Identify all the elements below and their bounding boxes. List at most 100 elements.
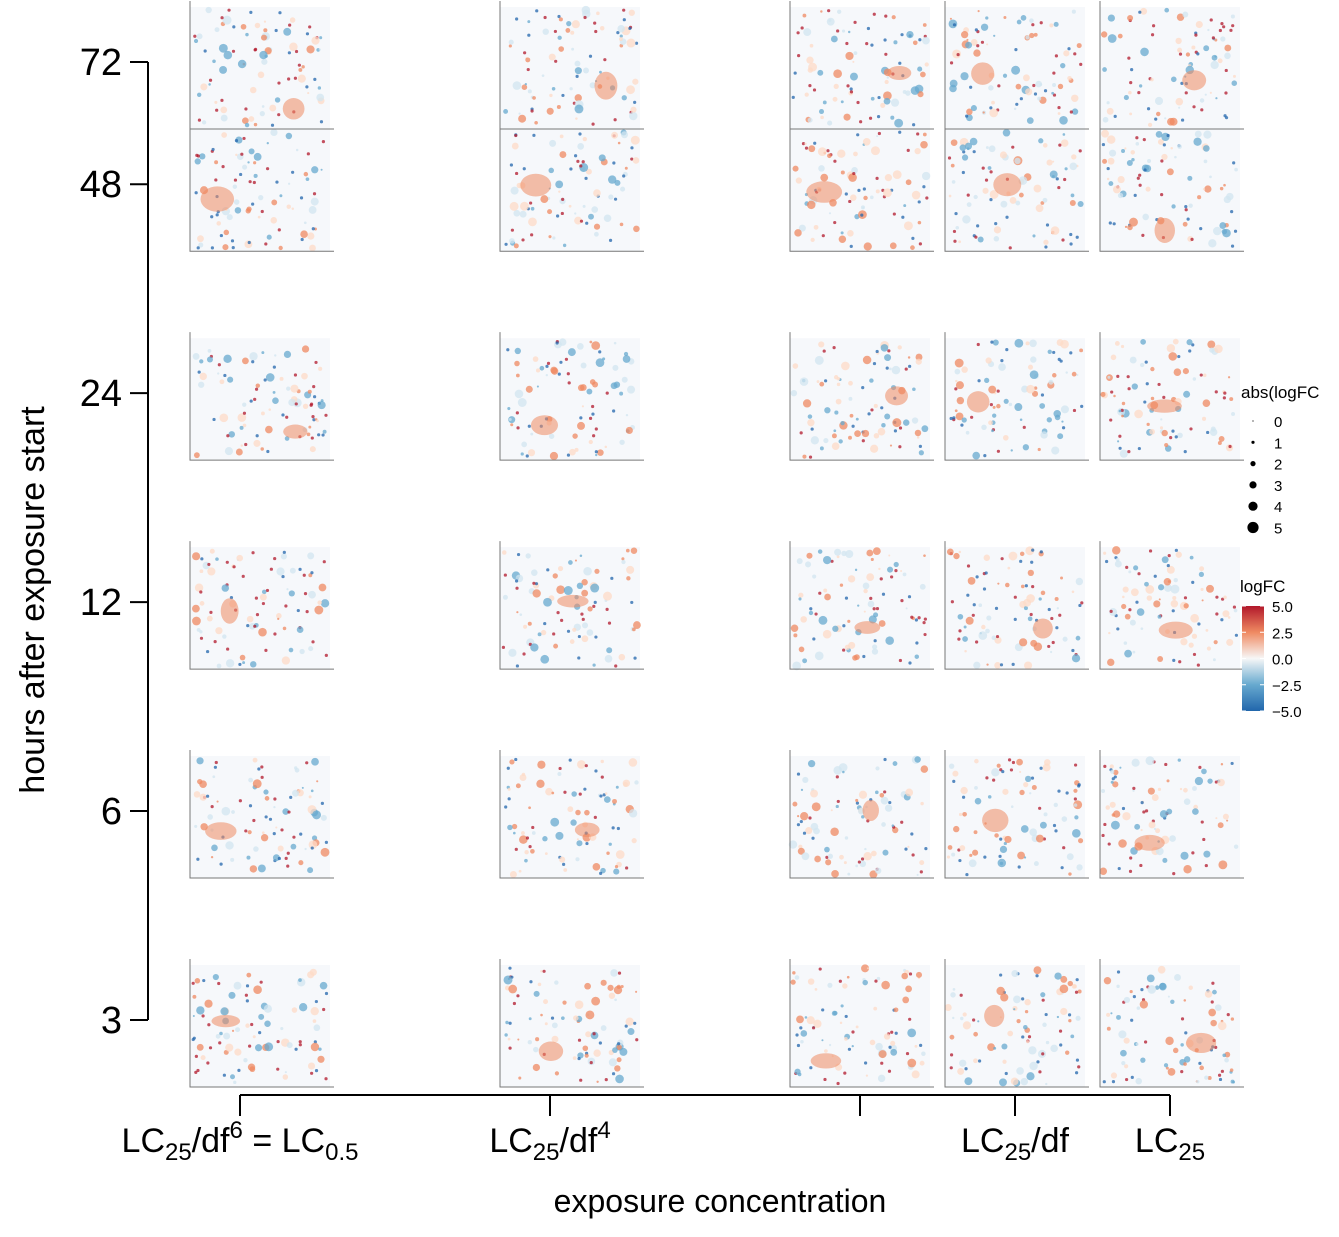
panel-texture: [265, 373, 275, 382]
panel-texture: [800, 616, 807, 623]
panel-texture: [297, 63, 301, 67]
panel-texture: [206, 356, 213, 363]
panel-texture: [1151, 794, 1159, 802]
panel-texture: [222, 1073, 226, 1077]
panel-texture: [1135, 1077, 1142, 1085]
panel-texture: [212, 775, 216, 779]
panel-texture: [567, 806, 574, 813]
panel-texture: [527, 1040, 533, 1045]
panel-texture: [535, 368, 541, 373]
panel-texture: [905, 607, 908, 610]
panel-texture: [252, 779, 262, 789]
panel-texture: [236, 554, 244, 562]
panel-texture: [1161, 556, 1169, 564]
panel-texture: [307, 389, 312, 394]
panel-texture: [324, 1077, 328, 1081]
panel-texture: [863, 610, 866, 613]
panel-texture: [949, 1034, 955, 1040]
panel-texture: [990, 340, 994, 344]
panel-texture: [212, 417, 216, 422]
panel-texture: [855, 417, 859, 421]
panel-texture: [1011, 145, 1015, 149]
panel-texture: [1020, 584, 1025, 589]
panel-texture: [306, 45, 315, 54]
panel-texture: [215, 1033, 221, 1039]
panel-texture: [556, 611, 560, 615]
panel-texture: [1072, 829, 1081, 838]
panel-texture: [1108, 181, 1114, 186]
panel-texture: [200, 557, 204, 561]
panel-texture: [585, 841, 589, 846]
panel-texture: [842, 983, 848, 989]
panel-texture: [1071, 108, 1079, 115]
panel-texture: [281, 656, 291, 665]
panel-texture: [1035, 834, 1044, 843]
panel-texture: [1205, 629, 1209, 632]
panel-texture: [994, 833, 999, 838]
panel-texture: [898, 130, 902, 134]
panel-texture: [1079, 348, 1084, 353]
panel: [944, 959, 1089, 1088]
panel-texture: [195, 153, 199, 157]
panel-texture: [613, 118, 617, 122]
panel-texture: [834, 410, 839, 415]
panel-texture: [536, 385, 539, 388]
panel: [189, 959, 334, 1088]
panel-axes: [789, 332, 934, 461]
panel-texture: [286, 851, 290, 855]
panel-blob: [854, 621, 881, 634]
panel-texture: [1018, 192, 1024, 198]
panel-texture: [997, 84, 1001, 88]
panel-texture: [192, 994, 197, 999]
panel-texture: [506, 348, 510, 352]
panel-texture: [1226, 1013, 1230, 1017]
panel-texture: [196, 757, 204, 765]
panel-texture: [853, 151, 858, 157]
panel-texture: [306, 152, 310, 156]
panel-texture: [620, 186, 626, 192]
panel-texture: [1053, 21, 1059, 27]
panel-texture: [1209, 347, 1215, 353]
panel-texture: [1023, 74, 1030, 82]
panel: [789, 959, 934, 1088]
panel-texture: [831, 1010, 837, 1016]
x-tick-label: LC25/df6 = LC0.5: [122, 1117, 359, 1166]
panel-texture: [260, 34, 267, 41]
panel-axes: [189, 750, 334, 879]
panel-texture: [1173, 577, 1178, 583]
panel-texture: [537, 760, 546, 769]
panel-texture: [1128, 869, 1133, 873]
panel-texture: [959, 1059, 967, 1067]
size-legend-dot: [1250, 461, 1256, 467]
panel-texture: [1217, 1073, 1222, 1077]
panel-texture: [952, 987, 956, 991]
panel-texture: [1043, 812, 1048, 817]
panel-texture: [261, 105, 265, 108]
panel-texture: [309, 244, 316, 252]
panel-texture: [1147, 122, 1153, 127]
panel-texture: [312, 418, 316, 422]
panel-texture: [976, 342, 980, 347]
panel-texture: [633, 100, 637, 104]
panel-texture: [287, 182, 291, 185]
panel-texture: [1118, 409, 1122, 413]
panel-texture: [619, 34, 623, 38]
panel-texture: [265, 588, 270, 593]
panel-texture: [1077, 201, 1084, 208]
panel-texture: [552, 236, 556, 240]
panel-texture: [632, 157, 640, 164]
panel-texture: [953, 239, 957, 243]
panel-texture: [842, 624, 846, 628]
panel-texture: [1113, 114, 1117, 118]
panel-texture: [622, 8, 626, 12]
panel-texture: [845, 549, 854, 559]
panel-texture: [894, 1031, 898, 1035]
panel-texture: [862, 137, 871, 146]
panel-texture: [591, 404, 595, 409]
panel-texture: [1214, 55, 1217, 58]
panel-texture: [988, 145, 996, 153]
panel-texture: [231, 49, 236, 53]
panel-texture: [1061, 426, 1066, 430]
panel-texture: [242, 136, 246, 141]
